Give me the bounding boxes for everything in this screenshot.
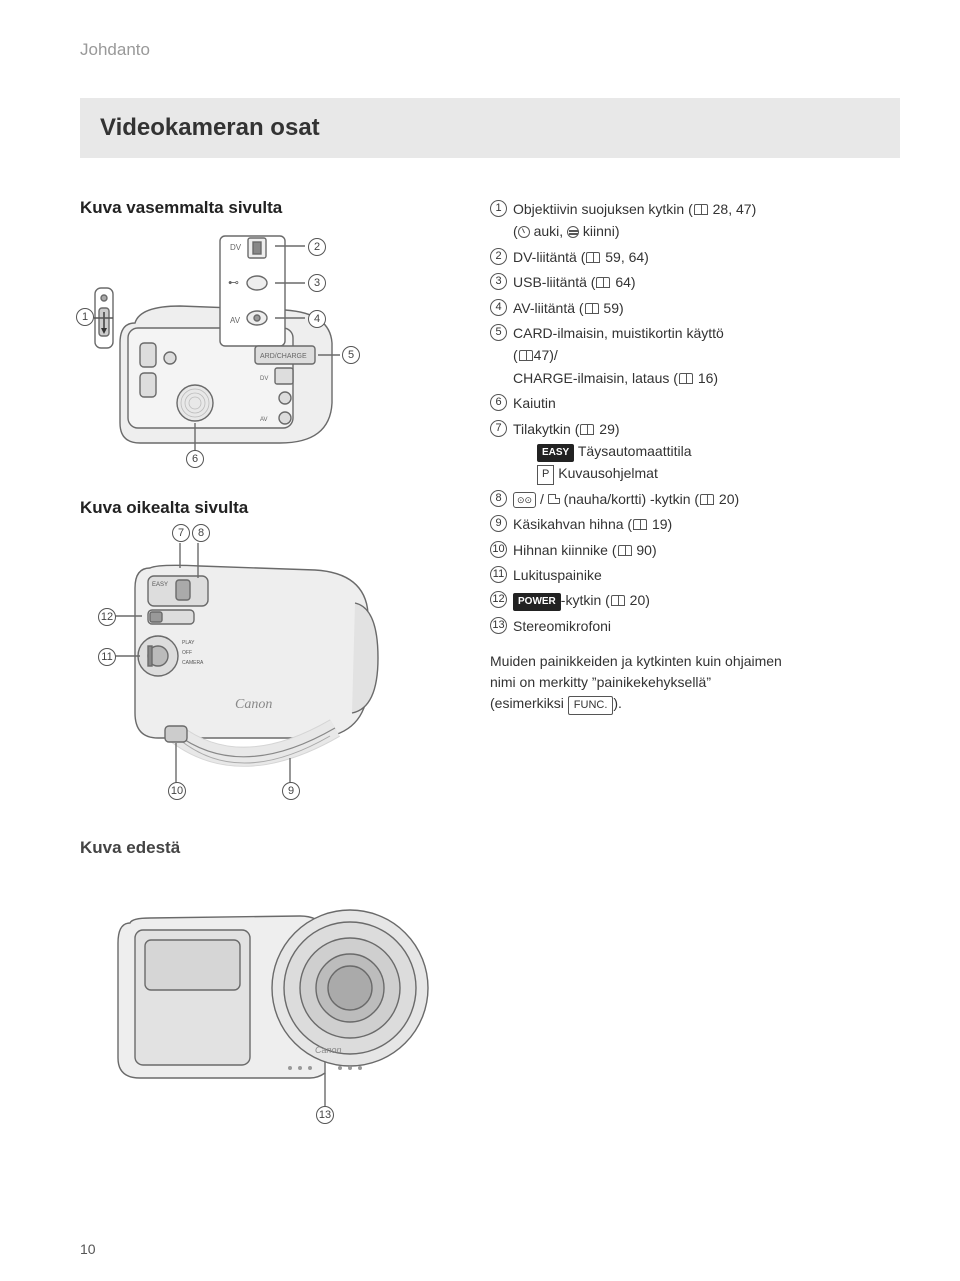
page-number: 10 — [80, 1241, 96, 1257]
page-title: Videokameran osat — [100, 114, 880, 142]
callout-4: 4 — [308, 310, 326, 328]
svg-text:Canon: Canon — [235, 697, 272, 712]
p-box: P — [537, 465, 554, 485]
close-icon — [567, 226, 579, 238]
callout-2: 2 — [308, 238, 326, 256]
num-11: 11 — [490, 566, 507, 583]
book-icon — [700, 494, 714, 505]
svg-text:OFF: OFF — [182, 650, 192, 656]
callout-11: 11 — [98, 648, 116, 666]
num-3: 3 — [490, 273, 507, 290]
callout-5: 5 — [342, 346, 360, 364]
av-label: AV — [230, 316, 241, 325]
svg-text:Canon: Canon — [315, 1045, 342, 1055]
figure-left-view: DV ⊷ AV — [80, 228, 460, 468]
num-6: 6 — [490, 394, 507, 411]
svg-text:AV: AV — [260, 417, 268, 423]
book-icon — [596, 277, 610, 288]
num-8: 8 — [490, 490, 507, 507]
book-icon — [633, 519, 647, 530]
dv-label: DV — [230, 243, 242, 252]
tape-icon: ⊙⊙ — [513, 492, 536, 508]
num-4: 4 — [490, 299, 507, 316]
open-icon — [518, 226, 530, 238]
callout-9: 9 — [282, 782, 300, 800]
num-7: 7 — [490, 420, 507, 437]
svg-text:EASY: EASY — [152, 582, 168, 588]
figure-front-view: Canon 13 — [80, 868, 460, 1128]
num-13: 13 — [490, 617, 507, 634]
svg-text:⊷: ⊷ — [228, 277, 239, 289]
section-header: Johdanto — [80, 40, 900, 60]
figure-right-view: EASY PLAY OFF CAMERA — [80, 528, 460, 808]
callout-1: 1 — [76, 308, 94, 326]
callout-12: 12 — [98, 608, 116, 626]
num-5: 5 — [490, 324, 507, 341]
num-2: 2 — [490, 248, 507, 265]
card-icon — [548, 494, 560, 504]
num-1: 1 — [490, 200, 507, 217]
legend-list: 1 Objektiivin suojuksen kytkin ( 28, 47)… — [490, 198, 900, 1158]
callout-6: 6 — [186, 450, 204, 468]
book-icon — [611, 595, 625, 606]
callout-7: 7 — [172, 524, 190, 542]
callout-10: 10 — [168, 782, 186, 800]
callout-8: 8 — [192, 524, 210, 542]
book-icon — [694, 204, 708, 215]
easy-badge: EASY — [537, 444, 574, 462]
book-icon — [679, 373, 693, 384]
power-badge: POWER — [513, 593, 561, 611]
title-band: Videokameran osat — [80, 98, 900, 158]
book-icon — [519, 350, 533, 361]
svg-text:CAMERA: CAMERA — [182, 660, 204, 666]
sub-heading-right-view: Kuva oikealta sivulta — [80, 498, 460, 518]
sub-heading-left-view: Kuva vasemmalta sivulta — [80, 198, 460, 218]
svg-text:PLAY: PLAY — [182, 640, 195, 646]
book-icon — [580, 424, 594, 435]
sub-heading-front-view: Kuva edestä — [80, 838, 460, 858]
book-icon — [586, 252, 600, 263]
book-icon — [585, 303, 599, 314]
footnote: Muiden painikkeiden ja kytkinten kuin oh… — [490, 651, 900, 715]
item-1-text: Objektiivin suojuksen kytkin ( — [513, 201, 693, 217]
book-icon — [618, 545, 632, 556]
callout-13: 13 — [316, 1106, 334, 1124]
num-9: 9 — [490, 515, 507, 532]
num-10: 10 — [490, 541, 507, 558]
callout-3: 3 — [308, 274, 326, 292]
svg-text:DV: DV — [260, 376, 268, 382]
svg-text:ARD/CHARGE: ARD/CHARGE — [260, 353, 307, 360]
func-box: FUNC. — [568, 696, 614, 715]
num-12: 12 — [490, 591, 507, 608]
